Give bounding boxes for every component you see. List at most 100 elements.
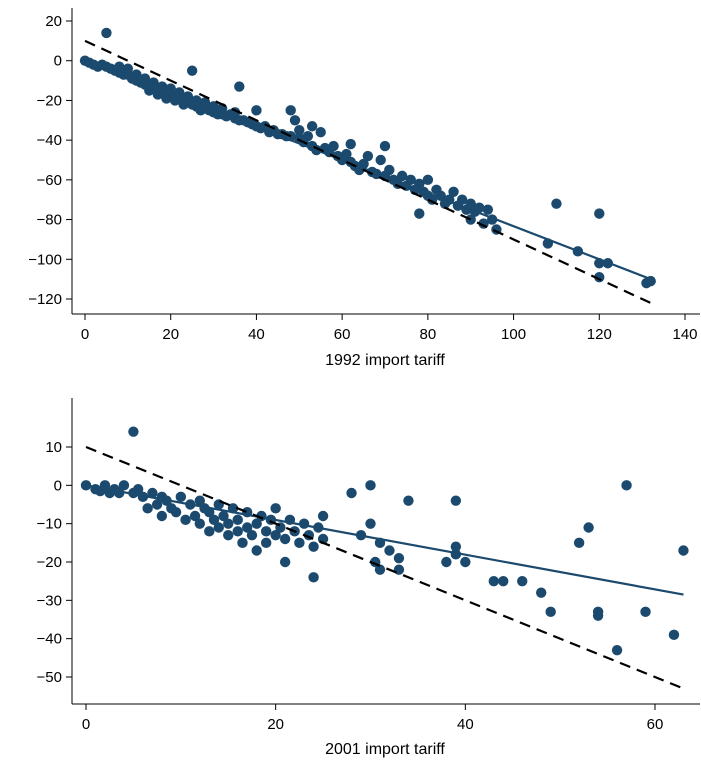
data-point — [594, 208, 605, 219]
data-point — [128, 426, 139, 437]
data-point — [175, 491, 187, 503]
data-point — [374, 564, 386, 575]
y-tick-label: 0 — [54, 53, 62, 70]
y-tick-label: −120 — [28, 291, 62, 308]
data-point — [306, 121, 318, 132]
data-point — [621, 480, 632, 491]
data-point — [308, 572, 319, 583]
data-point — [403, 495, 414, 506]
data-point — [488, 575, 499, 587]
y-tick-label: −20 — [37, 554, 62, 571]
data-point — [448, 186, 459, 197]
data-point — [517, 575, 528, 587]
data-point — [315, 127, 326, 138]
data-point — [223, 529, 234, 541]
data-point — [101, 27, 112, 39]
y-tick-label: −80 — [37, 212, 62, 229]
x-tick-label: 60 — [334, 326, 351, 343]
data-point — [384, 545, 395, 556]
y-tick-label: −100 — [28, 251, 62, 268]
data-point — [270, 529, 281, 541]
data-point — [132, 483, 144, 495]
x-tick-label: 20 — [267, 716, 284, 733]
x-tick-label: 0 — [82, 716, 90, 733]
data-point — [170, 506, 182, 518]
data-point — [393, 552, 405, 564]
data-point — [414, 178, 425, 190]
data-point — [147, 487, 158, 499]
data-point — [208, 514, 220, 526]
data-point — [246, 529, 258, 541]
data-point — [232, 514, 243, 526]
data-point — [450, 541, 462, 552]
y-tick-label: −20 — [37, 92, 62, 109]
data-point — [341, 148, 352, 160]
data-point — [131, 69, 142, 80]
data-point — [251, 545, 262, 556]
data-point — [218, 510, 229, 522]
data-point — [450, 495, 462, 506]
x-tick-label: 80 — [420, 326, 437, 343]
data-point — [536, 587, 547, 598]
data-point — [345, 138, 356, 150]
data-point — [414, 208, 425, 219]
data-point — [234, 81, 245, 92]
y-tick-label: −40 — [37, 631, 62, 648]
data-point — [165, 83, 176, 94]
data-point — [678, 545, 689, 556]
x-axis-title: 1992 import tariff — [325, 352, 445, 369]
data-point — [441, 556, 452, 568]
data-point — [294, 537, 305, 549]
x-tick-label: 40 — [457, 716, 474, 733]
data-point — [180, 514, 191, 526]
data-point — [142, 503, 153, 514]
data-point — [204, 506, 215, 518]
data-point — [611, 644, 623, 656]
data-point — [482, 204, 494, 215]
data-point — [122, 63, 134, 74]
data-point — [279, 533, 291, 545]
data-point — [375, 154, 386, 166]
fitted-line — [85, 484, 684, 596]
data-point — [213, 522, 224, 533]
x-tick-label: 100 — [501, 326, 526, 343]
data-point — [474, 202, 485, 213]
data-point — [396, 170, 408, 182]
data-point — [405, 174, 416, 186]
y-tick-label: −10 — [37, 516, 62, 533]
data-point — [294, 125, 305, 136]
data-point — [379, 140, 391, 152]
y-tick-label: 0 — [54, 477, 62, 494]
data-point — [393, 564, 405, 575]
data-point — [242, 522, 253, 533]
data-point — [465, 198, 476, 209]
data-point — [328, 140, 339, 152]
data-point — [573, 537, 585, 549]
data-point — [251, 105, 262, 116]
data-point — [260, 537, 272, 549]
data-point — [285, 105, 296, 116]
reference-line-dashed — [84, 39, 652, 304]
data-point — [289, 115, 301, 126]
fitted-line — [84, 59, 652, 281]
data-point — [594, 271, 605, 283]
x-tick-label: 0 — [81, 326, 89, 343]
data-point — [223, 518, 234, 529]
data-point — [362, 150, 374, 162]
data-point — [279, 556, 291, 568]
y-tick-label: 20 — [45, 13, 62, 30]
data-point — [583, 522, 594, 533]
data-point — [545, 606, 556, 618]
data-point — [80, 480, 92, 491]
data-point — [592, 606, 604, 618]
x-tick-label: 140 — [672, 326, 697, 343]
data-point — [317, 510, 329, 522]
data-point — [308, 541, 319, 552]
y-tick-label: 10 — [45, 439, 62, 456]
x-tick-label: 40 — [248, 326, 265, 343]
data-point — [260, 526, 272, 537]
data-point — [204, 526, 215, 537]
data-point — [498, 575, 509, 587]
data-point — [114, 61, 125, 72]
